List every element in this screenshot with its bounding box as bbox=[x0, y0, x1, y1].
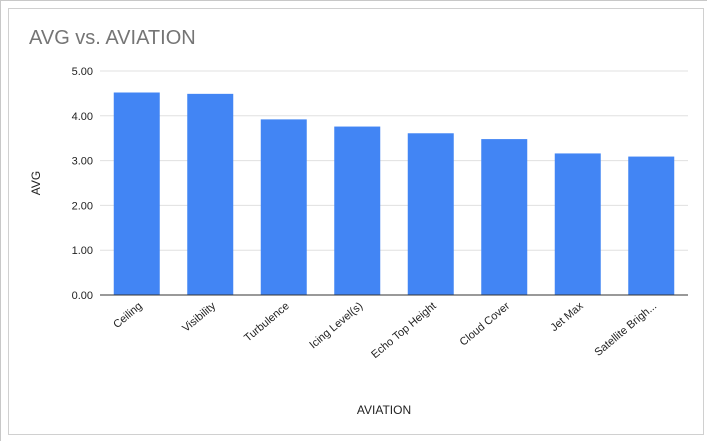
x-tick-label: Satellite Brigh... bbox=[592, 300, 659, 359]
frame-top-border bbox=[0, 0, 707, 1]
bar[interactable] bbox=[481, 139, 528, 295]
x-tick-label: Jet Max bbox=[548, 300, 586, 334]
x-tick-label: Turbulence bbox=[242, 300, 292, 344]
bar[interactable] bbox=[334, 126, 381, 295]
chart-title: AVG vs. AVIATION bbox=[29, 27, 196, 49]
y-tick-label: 4.00 bbox=[72, 111, 93, 123]
y-tick-label: 0.00 bbox=[72, 290, 93, 302]
x-axis-title: AVIATION bbox=[357, 403, 411, 417]
frame-left-border bbox=[0, 0, 1, 441]
x-tick-labels: Ceiling Visibility Turbulence Icing Level(s… bbox=[111, 300, 659, 361]
bar[interactable] bbox=[113, 92, 160, 295]
x-tick-label: Ceiling bbox=[111, 300, 144, 331]
bar[interactable] bbox=[260, 119, 307, 295]
x-tick-label: Icing Level(s) bbox=[307, 300, 365, 351]
bars bbox=[113, 92, 675, 296]
y-tick-label: 2.00 bbox=[72, 200, 93, 212]
y-tick-label: 5.00 bbox=[72, 66, 93, 78]
y-tick-labels: 0.00 1.00 2.00 3.00 4.00 5.00 bbox=[72, 66, 93, 302]
y-tick-label: 1.00 bbox=[72, 245, 93, 257]
bar[interactable] bbox=[187, 93, 234, 296]
bar[interactable] bbox=[407, 133, 454, 295]
x-tick-label: Echo Top Height bbox=[369, 300, 438, 361]
x-tick-label: Visibility bbox=[180, 300, 218, 335]
bar[interactable] bbox=[628, 156, 675, 295]
y-axis-title: AVG bbox=[29, 171, 43, 195]
y-tick-label: 3.00 bbox=[72, 156, 93, 168]
x-tick-label: Cloud Cover bbox=[458, 300, 513, 349]
bar[interactable] bbox=[554, 153, 601, 295]
